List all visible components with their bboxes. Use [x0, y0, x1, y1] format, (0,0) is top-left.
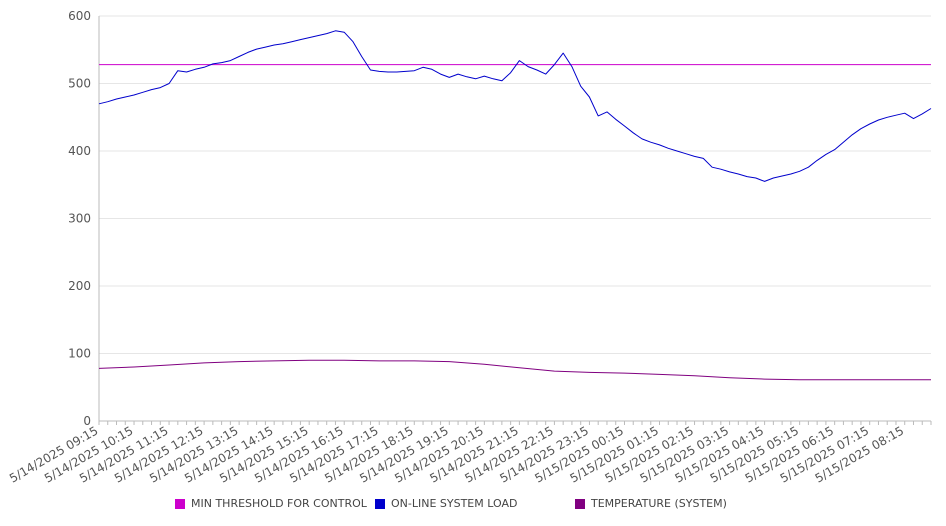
x-tick-labels: 5/14/2025 09:155/14/2025 10:155/14/2025 …	[7, 421, 932, 486]
y-tick-label-200: 200	[68, 279, 91, 293]
legend-swatch-temperature	[575, 498, 585, 509]
legend: MIN THRESHOLD FOR CONTROL ON-LINE SYSTEM…	[0, 497, 946, 515]
legend-swatch-system-load	[375, 498, 385, 509]
grid-lines	[99, 15, 931, 354]
series-line-system-load	[98, 30, 932, 182]
legend-label-system-load: ON-LINE SYSTEM LOAD	[391, 497, 518, 510]
series-line-temperature	[98, 359, 931, 381]
legend-item-temperature[interactable]: TEMPERATURE (SYSTEM)	[575, 497, 727, 510]
y-tick-label-600: 600	[68, 9, 91, 23]
series-lines	[98, 30, 932, 381]
legend-item-min-threshold[interactable]: MIN THRESHOLD FOR CONTROL	[175, 497, 367, 510]
legend-swatch-min-threshold	[175, 498, 185, 509]
legend-label-temperature: TEMPERATURE (SYSTEM)	[591, 497, 727, 510]
y-tick-label-500: 500	[68, 77, 91, 91]
legend-label-min-threshold: MIN THRESHOLD FOR CONTROL	[191, 497, 367, 510]
legend-item-system-load[interactable]: ON-LINE SYSTEM LOAD	[375, 497, 517, 510]
y-tick-label-0: 0	[83, 414, 91, 428]
y-tick-label-400: 400	[68, 144, 91, 158]
chart-svg: 0 100 200 300 400 500 600 5/14/2025 09:155/14/…	[7, 9, 932, 486]
y-tick-labels: 0 100 200 300 400 500 600	[68, 9, 91, 428]
y-tick-label-300: 300	[68, 212, 91, 226]
y-tick-label-100: 100	[68, 347, 91, 361]
